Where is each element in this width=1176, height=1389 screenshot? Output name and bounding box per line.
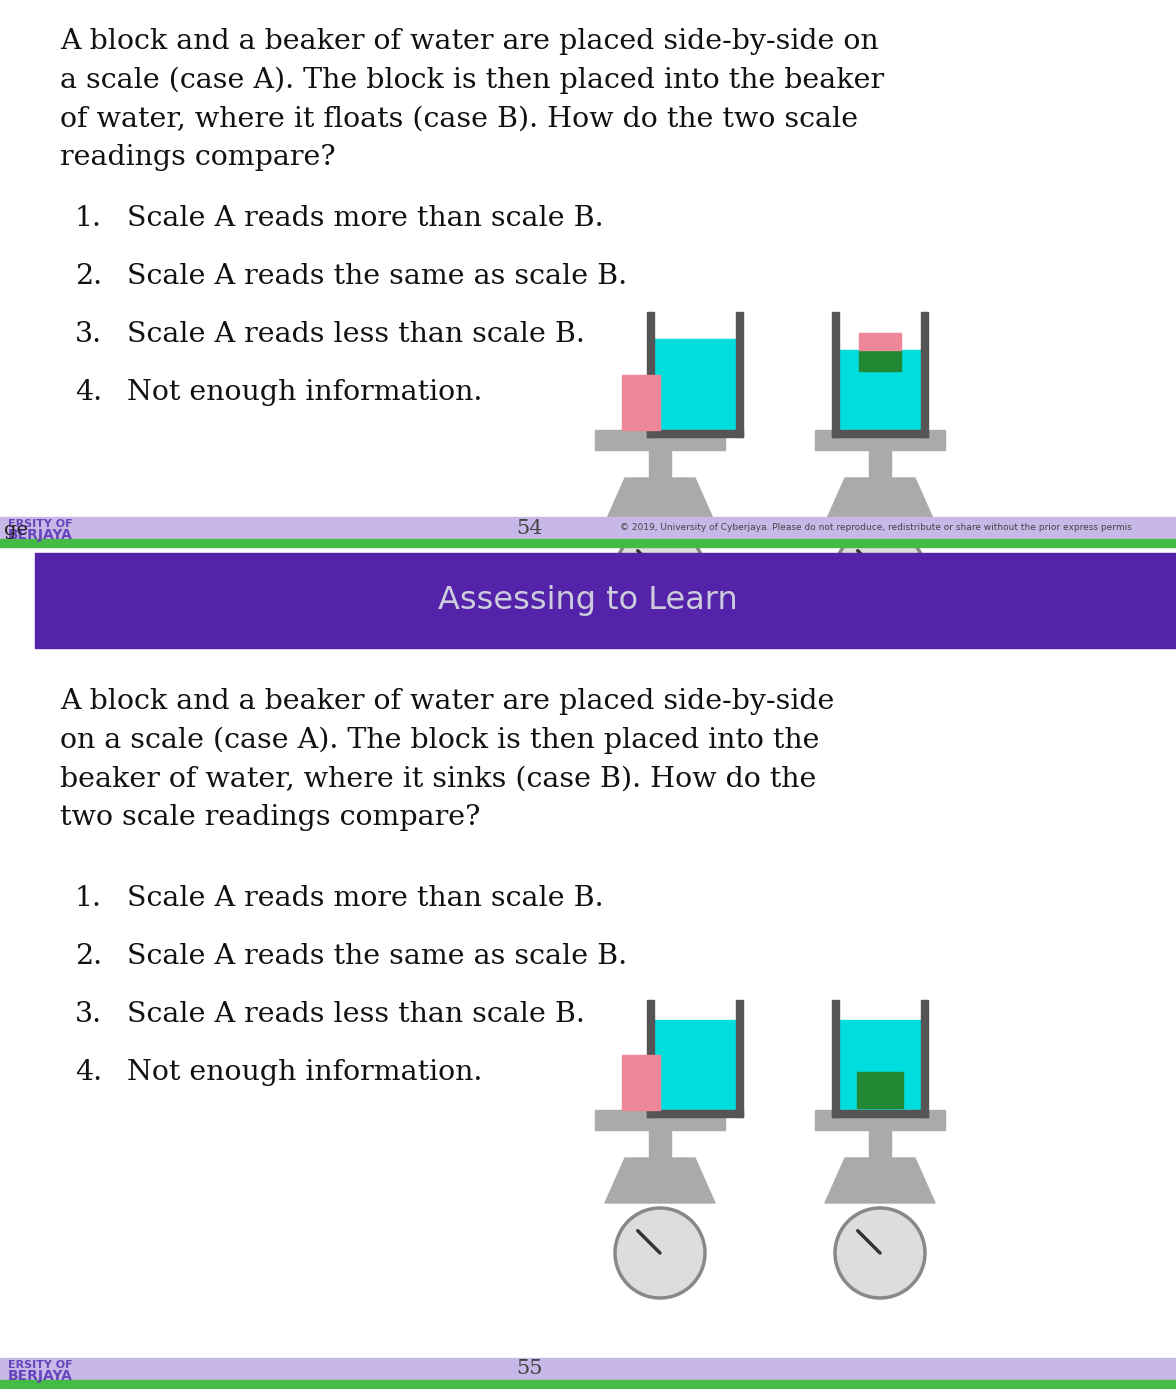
Text: Scale A reads the same as scale B.: Scale A reads the same as scale B. — [127, 943, 627, 970]
Text: ge: ge — [4, 521, 28, 539]
Bar — [736, 313, 743, 438]
Text: © 2019, University of Cyberjaya. Please do not reproduce, redistribute or share : © 2019, University of Cyberjaya. Please … — [620, 524, 1131, 532]
Bar — [647, 431, 743, 438]
Bar — [831, 1000, 838, 1117]
Text: B: B — [871, 594, 888, 617]
Text: 1.: 1. — [75, 885, 102, 913]
Bar — [857, 1072, 903, 1108]
Bar — [831, 431, 928, 438]
Bar — [858, 332, 901, 350]
Bar — [649, 450, 671, 478]
Bar — [815, 1110, 946, 1131]
Bar — [654, 339, 736, 431]
Bar — [647, 1110, 743, 1117]
Bar — [0, 1381, 1176, 1388]
Polygon shape — [826, 478, 935, 524]
Text: BERJAYA: BERJAYA — [8, 1370, 73, 1383]
Circle shape — [835, 528, 926, 618]
Text: 1.: 1. — [75, 206, 102, 232]
Text: ERSITY OF: ERSITY OF — [8, 519, 73, 529]
Text: 4.: 4. — [75, 379, 102, 406]
Bar — [858, 350, 901, 371]
Bar — [831, 313, 838, 438]
Text: A block and a beaker of water are placed side-by-side on
a scale (case A). The b: A block and a beaker of water are placed… — [60, 28, 884, 171]
Text: BERJAYA: BERJAYA — [8, 528, 73, 542]
Bar — [654, 1020, 736, 1110]
Text: Scale A reads less than scale B.: Scale A reads less than scale B. — [127, 321, 584, 349]
Bar — [530, 517, 1176, 539]
Text: Scale A reads the same as scale B.: Scale A reads the same as scale B. — [127, 263, 627, 290]
Bar — [647, 313, 654, 438]
Text: 2.: 2. — [75, 263, 102, 290]
Circle shape — [835, 1208, 926, 1297]
Bar — [622, 1056, 660, 1110]
Bar — [0, 539, 1176, 547]
Polygon shape — [604, 1158, 715, 1203]
Text: A: A — [652, 594, 668, 617]
Bar — [838, 350, 921, 431]
Text: 3.: 3. — [75, 1001, 102, 1028]
Text: Assessing to Learn: Assessing to Learn — [439, 585, 737, 615]
Text: ERSITY OF: ERSITY OF — [8, 1360, 73, 1370]
Bar — [831, 1110, 928, 1117]
Bar — [595, 1110, 724, 1131]
Text: Scale A reads more than scale B.: Scale A reads more than scale B. — [127, 206, 603, 232]
Bar — [649, 1131, 671, 1158]
Bar — [869, 1131, 891, 1158]
Bar — [0, 553, 35, 649]
Bar — [0, 1358, 530, 1381]
Text: Scale A reads more than scale B.: Scale A reads more than scale B. — [127, 885, 603, 913]
Text: Scale A reads less than scale B.: Scale A reads less than scale B. — [127, 1001, 584, 1028]
Text: Not enough information.: Not enough information. — [127, 379, 482, 406]
Text: 2.: 2. — [75, 943, 102, 970]
Text: 3.: 3. — [75, 321, 102, 349]
Bar — [838, 1020, 921, 1110]
Text: A: A — [652, 1275, 668, 1297]
Polygon shape — [604, 478, 715, 524]
Bar — [530, 1358, 1176, 1381]
Bar — [921, 1000, 928, 1117]
Bar — [0, 517, 530, 539]
Text: 54: 54 — [516, 518, 543, 538]
Bar — [921, 313, 928, 438]
Bar — [736, 1000, 743, 1117]
Circle shape — [615, 528, 704, 618]
Bar — [815, 431, 946, 450]
Text: B: B — [871, 1275, 888, 1297]
Bar — [622, 375, 660, 431]
Bar — [35, 553, 1175, 649]
Text: Not enough information.: Not enough information. — [127, 1058, 482, 1086]
Bar — [595, 431, 724, 450]
Bar — [647, 1000, 654, 1117]
Circle shape — [615, 1208, 704, 1297]
Polygon shape — [826, 1158, 935, 1203]
Text: A block and a beaker of water are placed side-by-side
on a scale (case A). The b: A block and a beaker of water are placed… — [60, 688, 835, 831]
Bar — [869, 450, 891, 478]
Text: 4.: 4. — [75, 1058, 102, 1086]
Text: 55: 55 — [516, 1360, 543, 1378]
